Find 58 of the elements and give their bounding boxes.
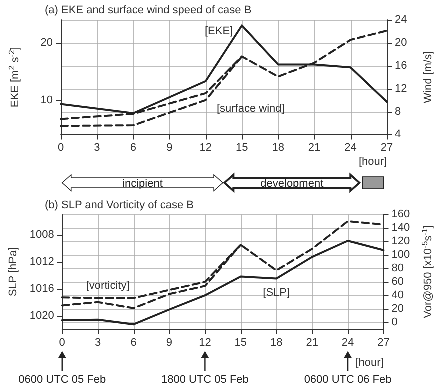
text: development	[260, 178, 324, 190]
x-tick-label: 0	[58, 142, 64, 154]
x-tick-label: 6	[130, 336, 137, 349]
x-tick-label: 12	[200, 142, 212, 154]
x-tick-label: 27	[380, 142, 394, 154]
y2-tick-label: 100	[392, 249, 410, 262]
x-tick-label: 15	[234, 336, 248, 349]
y-tick-label: 1016	[30, 282, 54, 295]
y-tick-label: 20	[40, 36, 53, 49]
y-tick-label: 1012	[30, 256, 54, 268]
text: 0600 UTC 05 Feb	[18, 374, 106, 386]
y2-tick-label: 40	[392, 290, 404, 302]
y2-tick-label: 160	[392, 208, 410, 221]
x-tick-label: 9	[166, 142, 173, 154]
y-tick-label: 1020	[30, 310, 54, 322]
series-label: [surface wind]	[216, 102, 285, 115]
x-tick-label: 15	[236, 142, 248, 154]
x-tick-label: 3	[95, 336, 102, 349]
x-axis-title: [hour]	[359, 156, 388, 168]
y-axis-title: SLP [hPa]	[8, 247, 20, 297]
y2-tick-label: 80	[392, 262, 404, 275]
series-label: [vorticity]	[86, 280, 130, 292]
y2-tick-label: 60	[392, 276, 404, 288]
x-tick-label: 9	[166, 336, 173, 349]
x-tick-label: 27	[378, 336, 390, 349]
chart-title: (b) SLP and Vorticity of case B	[45, 200, 194, 212]
x-tick-label: 18	[270, 336, 283, 349]
y2-tick-label: 24	[395, 14, 408, 26]
y2-tick-label: 20	[392, 303, 404, 316]
text: 1800 UTC 05 Feb	[161, 374, 249, 386]
y2-tick-label: 12	[395, 82, 408, 95]
y2-tick-label: 120	[392, 236, 410, 248]
x-tick-label: 24	[344, 142, 357, 154]
y2-axis-title: Vor@950 [x10-5s-1]	[420, 226, 434, 318]
y2-tick-label: 16	[395, 60, 408, 72]
chart-title: (a) EKE and surface wind speed of case B	[45, 4, 252, 16]
y2-tick-label: 140	[392, 222, 410, 234]
y-tick-label: 1008	[30, 228, 54, 241]
text: incipient	[122, 178, 163, 190]
y2-tick-label: 0	[392, 316, 398, 329]
y2-tick-label: 4	[395, 128, 402, 141]
x-tick-label: 24	[342, 336, 354, 349]
x-tick-label: 0	[59, 336, 66, 349]
series-label: [SLP]	[263, 287, 290, 300]
x-tick-label: 12	[199, 336, 212, 349]
text: 0600 UTC 06 Feb	[304, 374, 392, 386]
y2-axis-title: Wind [m/s]	[422, 51, 434, 104]
y2-tick-label: 8	[395, 106, 402, 118]
y2-tick-label: 20	[395, 36, 408, 49]
y-tick-label: 10	[40, 94, 53, 106]
x-tick-label: 21	[308, 142, 321, 154]
x-tick-label: 6	[130, 142, 137, 154]
x-tick-label: 3	[94, 142, 100, 154]
series-label: [EKE]	[204, 26, 234, 38]
x-axis-title: [hour]	[356, 356, 384, 369]
y-axis-title: EKE [m2 s-2]	[8, 47, 22, 108]
x-tick-label: 18	[272, 142, 284, 154]
x-tick-label: 21	[306, 336, 318, 349]
